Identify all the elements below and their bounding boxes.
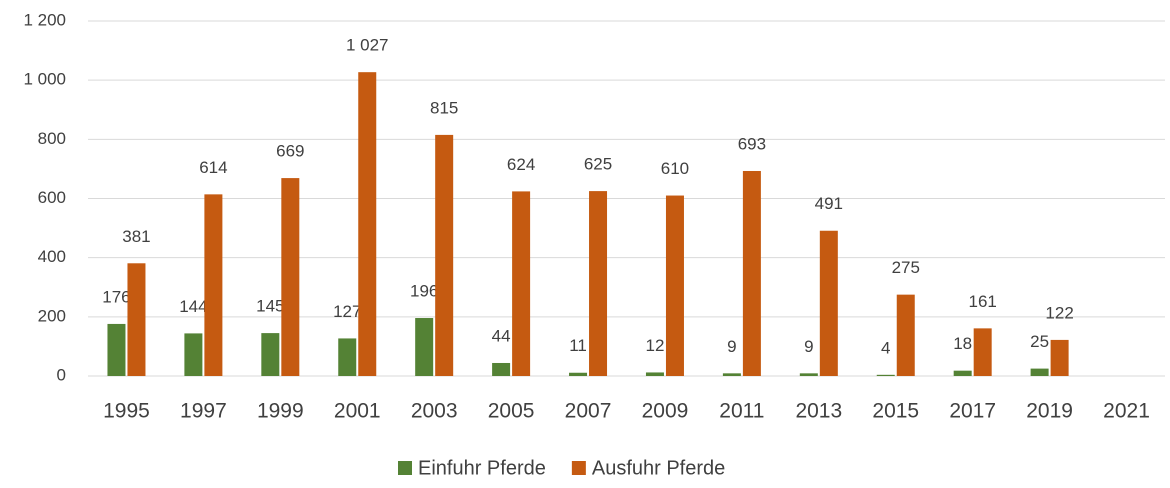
data-label: 624 bbox=[507, 155, 535, 174]
legend-swatch bbox=[571, 461, 586, 475]
data-label: 145 bbox=[256, 297, 284, 316]
bar bbox=[107, 323, 126, 376]
bar bbox=[1030, 368, 1049, 376]
bar bbox=[184, 333, 203, 376]
bar bbox=[281, 178, 300, 376]
data-label: 610 bbox=[661, 159, 689, 178]
data-label: 9 bbox=[804, 337, 813, 356]
data-label: 12 bbox=[646, 336, 665, 355]
bar bbox=[665, 195, 684, 376]
x-tick-label: 2005 bbox=[488, 400, 535, 423]
bar bbox=[742, 170, 761, 376]
x-tick-label: 2019 bbox=[1026, 400, 1073, 423]
x-tick-label: 2013 bbox=[795, 400, 842, 423]
bar bbox=[799, 373, 818, 376]
x-tick-label: 2007 bbox=[565, 400, 612, 423]
legend-swatch bbox=[398, 461, 412, 475]
x-tick-label: 2011 bbox=[719, 400, 764, 423]
x-tick-label: 2001 bbox=[334, 400, 381, 423]
x-tick-label: 2003 bbox=[411, 400, 458, 423]
data-label: 381 bbox=[122, 227, 150, 246]
data-label: 44 bbox=[492, 326, 511, 345]
bar bbox=[512, 191, 531, 376]
data-label: 275 bbox=[892, 258, 920, 277]
data-label: 4 bbox=[881, 338, 890, 357]
bar bbox=[876, 374, 895, 376]
bar bbox=[435, 134, 454, 376]
x-tick-label: 2015 bbox=[872, 400, 919, 423]
data-label: 161 bbox=[968, 292, 996, 311]
x-tick-label: 2017 bbox=[949, 400, 996, 423]
x-tick-label: 1995 bbox=[103, 400, 150, 423]
y-tick-label: 400 bbox=[38, 247, 66, 266]
bar bbox=[953, 370, 972, 376]
bar bbox=[261, 333, 280, 376]
data-label: 144 bbox=[179, 297, 207, 316]
x-tick-label: 2021 bbox=[1103, 400, 1150, 423]
data-label: 625 bbox=[584, 155, 612, 174]
data-label: 614 bbox=[199, 158, 227, 177]
bar bbox=[819, 230, 838, 376]
data-label: 18 bbox=[953, 334, 972, 353]
x-tick-label: 1997 bbox=[180, 400, 227, 423]
bar bbox=[722, 373, 741, 376]
bar bbox=[204, 194, 223, 376]
legend-label: Ausfuhr Pferde bbox=[592, 457, 725, 479]
data-label: 669 bbox=[276, 142, 304, 161]
data-label: 11 bbox=[569, 336, 587, 355]
data-label: 491 bbox=[815, 194, 843, 213]
bar bbox=[358, 72, 377, 376]
y-tick-label: 800 bbox=[38, 129, 66, 148]
y-tick-label: 200 bbox=[38, 306, 66, 325]
y-tick-label: 0 bbox=[57, 365, 66, 384]
bar bbox=[973, 328, 992, 376]
data-label: 693 bbox=[738, 134, 766, 153]
data-label: 122 bbox=[1045, 303, 1073, 322]
data-label: 1 027 bbox=[346, 36, 389, 55]
bar bbox=[492, 362, 511, 376]
legend-label: Einfuhr Pferde bbox=[418, 457, 546, 479]
bar bbox=[415, 318, 434, 376]
bar bbox=[338, 338, 357, 376]
data-label: 25 bbox=[1030, 332, 1049, 351]
y-tick-label: 1 200 bbox=[23, 10, 66, 29]
data-label: 815 bbox=[430, 98, 458, 117]
x-tick-label: 1999 bbox=[257, 400, 304, 423]
x-tick-label: 2009 bbox=[642, 400, 689, 423]
bar bbox=[589, 191, 608, 376]
data-label: 9 bbox=[727, 337, 736, 356]
bar bbox=[645, 372, 664, 376]
bar bbox=[569, 372, 588, 376]
y-tick-label: 1 000 bbox=[23, 70, 66, 89]
data-label: 196 bbox=[410, 282, 438, 301]
bar bbox=[1050, 339, 1069, 376]
data-label: 176 bbox=[102, 287, 130, 306]
bar bbox=[127, 263, 146, 376]
bar bbox=[896, 294, 915, 376]
data-label: 127 bbox=[333, 302, 361, 321]
y-tick-label: 600 bbox=[38, 188, 66, 207]
